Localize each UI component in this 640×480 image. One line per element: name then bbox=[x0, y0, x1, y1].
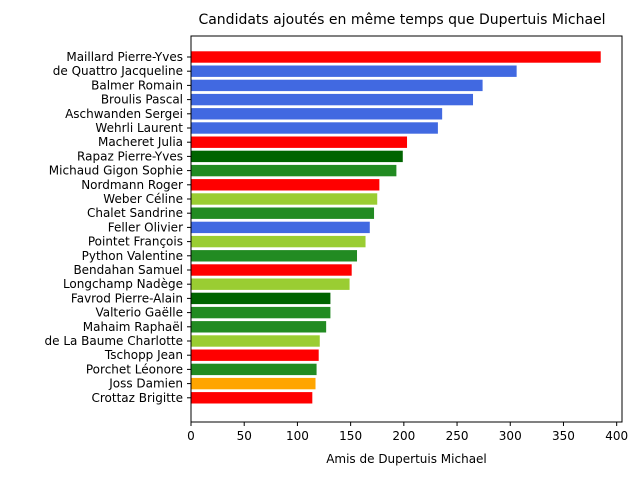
x-axis-label: Amis de Dupertuis Michael bbox=[326, 452, 487, 466]
bar bbox=[191, 306, 331, 319]
bar bbox=[191, 193, 378, 205]
bar bbox=[191, 108, 443, 120]
x-axis-ticks: 0 50 100 150 200 250 300 350 400 bbox=[187, 422, 628, 443]
bar bbox=[191, 79, 483, 92]
y-tick-label: Maillard Pierre-Yves bbox=[66, 50, 183, 64]
bar bbox=[191, 164, 397, 177]
bar bbox=[191, 235, 366, 248]
y-tick-label: Weber Céline bbox=[103, 192, 183, 206]
bar bbox=[191, 363, 317, 376]
y-tick-label: Rapaz Pierre-Yves bbox=[77, 149, 183, 163]
bar bbox=[191, 150, 403, 163]
y-tick-label: de La Baume Charlotte bbox=[45, 334, 184, 348]
y-tick-label: Aschwanden Sergei bbox=[65, 107, 183, 121]
x-tick-label: 200 bbox=[392, 429, 415, 443]
bar bbox=[191, 179, 380, 191]
y-tick-label: Valterio Gaëlle bbox=[95, 306, 183, 320]
y-tick-label: Michaud Gigon Sophie bbox=[49, 164, 183, 178]
bar bbox=[191, 250, 358, 262]
x-tick-label: 250 bbox=[446, 429, 469, 443]
x-tick-label: 350 bbox=[552, 429, 575, 443]
y-tick-label: Porchet Léonore bbox=[86, 362, 183, 376]
bar bbox=[191, 51, 601, 63]
y-tick-label: Balmer Romain bbox=[91, 78, 183, 92]
y-tick-label: Crottaz Brigitte bbox=[91, 391, 183, 405]
bar bbox=[191, 93, 474, 106]
y-tick-label: Bendahan Samuel bbox=[73, 263, 183, 277]
y-tick-label: Tschopp Jean bbox=[104, 348, 183, 362]
x-tick-label: 300 bbox=[499, 429, 522, 443]
y-tick-label: Mahaim Raphaël bbox=[83, 320, 183, 334]
y-tick-label: Chalet Sandrine bbox=[87, 206, 183, 220]
bar bbox=[191, 122, 438, 134]
bar bbox=[191, 377, 316, 390]
y-tick-label: de Quattro Jacqueline bbox=[53, 64, 183, 78]
bar bbox=[191, 264, 352, 276]
bar bbox=[191, 65, 517, 77]
y-tick-label: Python Valentine bbox=[82, 249, 183, 263]
x-tick-label: 0 bbox=[187, 429, 195, 443]
x-tick-label: 100 bbox=[286, 429, 309, 443]
chart-title: Candidats ajoutés en même temps que Dupe… bbox=[198, 12, 605, 28]
bar bbox=[191, 321, 327, 333]
x-tick-label: 50 bbox=[237, 429, 252, 443]
y-tick-label: Macheret Julia bbox=[98, 135, 183, 149]
y-tick-label: Broulis Pascal bbox=[101, 93, 183, 107]
x-tick-label: 150 bbox=[339, 429, 362, 443]
bar bbox=[191, 335, 320, 347]
x-tick-label: 400 bbox=[605, 429, 628, 443]
bar bbox=[191, 292, 331, 305]
y-tick-label: Nordmann Roger bbox=[81, 178, 183, 192]
bar bbox=[191, 349, 319, 361]
y-tick-label: Longchamp Nadège bbox=[63, 277, 183, 291]
bar bbox=[191, 136, 408, 148]
y-tick-label: Feller Olivier bbox=[108, 220, 183, 234]
bar bbox=[191, 392, 313, 404]
bars-group bbox=[191, 51, 601, 404]
bar bbox=[191, 207, 375, 219]
y-tick-label: Joss Damien bbox=[108, 377, 183, 391]
plot-frame bbox=[190, 35, 623, 423]
bar bbox=[191, 278, 350, 290]
y-tick-label: Pointet François bbox=[88, 235, 183, 249]
y-tick-label: Favrod Pierre-Alain bbox=[71, 291, 183, 305]
y-tick-label: Wehrli Laurent bbox=[95, 121, 183, 135]
bar bbox=[191, 221, 370, 234]
